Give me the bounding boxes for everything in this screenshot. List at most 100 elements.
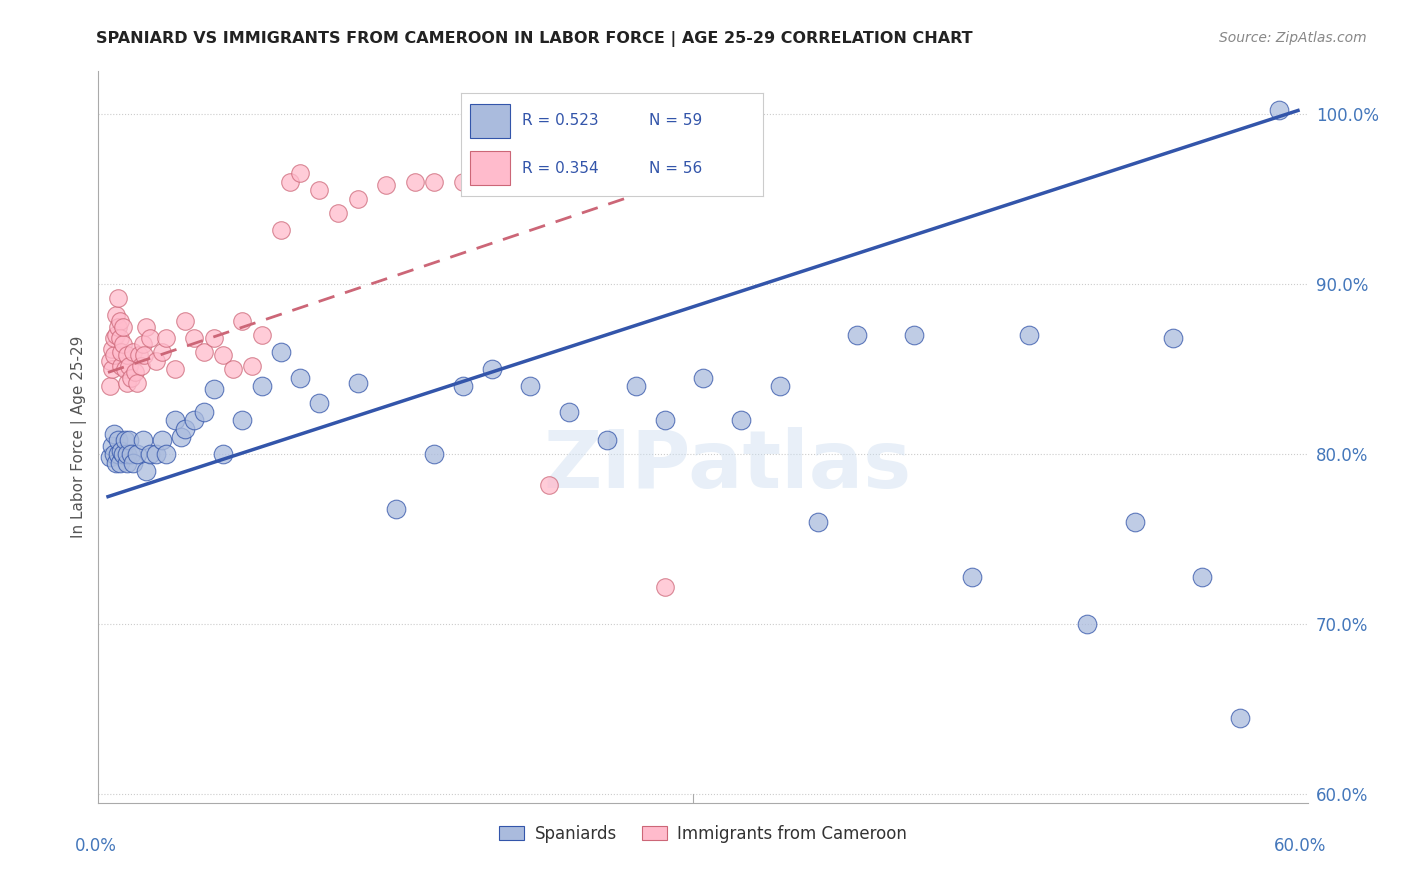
Point xyxy=(145,353,167,368)
Point xyxy=(112,319,135,334)
Point xyxy=(481,362,503,376)
Point xyxy=(222,362,245,376)
Point xyxy=(654,580,676,594)
Point xyxy=(103,331,125,345)
Point xyxy=(150,345,173,359)
Point xyxy=(115,348,138,362)
Text: SPANIARD VS IMMIGRANTS FROM CAMEROON IN LABOR FORCE | AGE 25-29 CORRELATION CHAR: SPANIARD VS IMMIGRANTS FROM CAMEROON IN … xyxy=(96,31,972,47)
Point xyxy=(308,183,330,197)
Point xyxy=(98,379,121,393)
Point xyxy=(128,348,150,362)
Point xyxy=(104,308,127,322)
Point xyxy=(108,456,131,470)
Point xyxy=(101,439,124,453)
Point xyxy=(115,376,138,390)
Point xyxy=(173,314,195,328)
Point xyxy=(139,331,162,345)
Point xyxy=(183,331,205,345)
Point xyxy=(112,447,135,461)
Point xyxy=(212,447,235,461)
Point xyxy=(692,370,714,384)
Text: ZIPatlas: ZIPatlas xyxy=(543,427,911,506)
Point xyxy=(120,370,142,384)
Point xyxy=(451,379,474,393)
Point xyxy=(122,345,145,359)
Point xyxy=(1161,331,1184,345)
Point xyxy=(124,366,146,380)
Point xyxy=(107,447,129,461)
Point xyxy=(1191,569,1213,583)
Text: Source: ZipAtlas.com: Source: ZipAtlas.com xyxy=(1219,31,1367,45)
Point xyxy=(107,319,129,334)
Point xyxy=(114,362,136,376)
Point xyxy=(115,447,138,461)
Point xyxy=(131,434,153,448)
Point xyxy=(557,404,579,418)
Point xyxy=(288,166,311,180)
Point xyxy=(328,205,350,219)
Point xyxy=(270,222,292,236)
Point xyxy=(1229,711,1251,725)
Point xyxy=(118,434,141,448)
Point xyxy=(125,447,148,461)
Point xyxy=(423,447,446,461)
Point xyxy=(110,443,132,458)
Point xyxy=(107,291,129,305)
Point xyxy=(193,404,215,418)
Point xyxy=(103,426,125,441)
Point xyxy=(288,370,311,384)
Point xyxy=(114,434,136,448)
Point xyxy=(135,464,157,478)
Point xyxy=(110,359,132,373)
Point xyxy=(103,348,125,362)
Point xyxy=(107,434,129,448)
Point xyxy=(103,447,125,461)
Point xyxy=(231,413,253,427)
Point xyxy=(108,314,131,328)
Point xyxy=(385,501,408,516)
Point xyxy=(101,342,124,356)
Point xyxy=(165,362,187,376)
Point xyxy=(519,379,541,393)
Point xyxy=(538,477,561,491)
Point xyxy=(98,353,121,368)
Point xyxy=(104,328,127,343)
Point xyxy=(845,328,868,343)
Point xyxy=(131,336,153,351)
Point xyxy=(115,456,138,470)
Point xyxy=(960,569,983,583)
Point xyxy=(129,359,152,373)
Point xyxy=(654,413,676,427)
Point xyxy=(1018,328,1040,343)
Point xyxy=(404,175,426,189)
Point xyxy=(231,314,253,328)
Point xyxy=(145,447,167,461)
Point xyxy=(280,175,302,189)
Point xyxy=(250,328,273,343)
Point xyxy=(173,421,195,435)
Point xyxy=(375,178,398,193)
Point xyxy=(155,331,177,345)
Text: 60.0%: 60.0% xyxy=(1274,837,1327,855)
Point xyxy=(165,413,187,427)
Point xyxy=(270,345,292,359)
Point xyxy=(624,379,647,393)
Point xyxy=(108,331,131,345)
Point xyxy=(98,450,121,465)
Point xyxy=(134,348,156,362)
Point xyxy=(212,348,235,362)
Point xyxy=(451,175,474,189)
Point xyxy=(202,383,225,397)
Point xyxy=(240,359,263,373)
Point xyxy=(155,447,177,461)
Point xyxy=(308,396,330,410)
Point xyxy=(135,319,157,334)
Point xyxy=(122,456,145,470)
Point xyxy=(125,376,148,390)
Point xyxy=(491,175,513,189)
Point xyxy=(104,456,127,470)
Point xyxy=(423,175,446,189)
Point xyxy=(150,434,173,448)
Point xyxy=(596,434,619,448)
Point xyxy=(903,328,925,343)
